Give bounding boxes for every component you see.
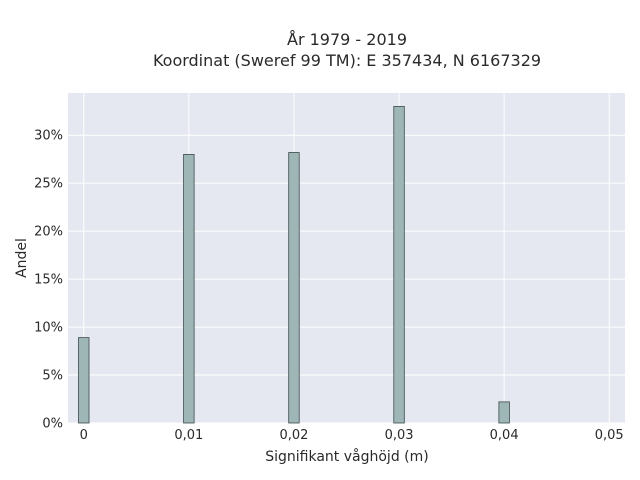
y-tick-label: 0%	[42, 417, 63, 432]
chart-subtitle: Koordinat (Sweref 99 TM): E 357434, N 61…	[153, 51, 541, 70]
y-tick-label: 30%	[34, 129, 63, 144]
histogram-bar	[393, 106, 405, 424]
x-tick-label: 0,02	[279, 428, 308, 443]
histogram-bar	[183, 153, 195, 424]
x-tick-label: 0,04	[490, 428, 519, 443]
y-tick-label: 20%	[34, 225, 63, 240]
y-axis-ticks: 0% 5% 10% 15% 20% 25% 30%	[34, 129, 63, 432]
y-tick-label: 25%	[34, 177, 63, 192]
histogram-bar	[498, 401, 510, 424]
x-tick-label: 0,05	[595, 428, 624, 443]
x-axis-label: Signifikant våghöjd (m)	[265, 448, 428, 465]
y-tick-label: 15%	[34, 273, 63, 288]
x-axis-ticks: 0 0,01 0,02 0,03 0,04 0,05	[80, 428, 624, 443]
histogram-bar	[288, 152, 300, 424]
y-tick-label: 10%	[34, 321, 63, 336]
y-axis-label: Andel	[14, 238, 30, 278]
x-tick-label: 0,03	[385, 428, 414, 443]
x-tick-label: 0	[80, 428, 88, 443]
x-tick-label: 0,01	[174, 428, 203, 443]
chart-title: År 1979 - 2019	[287, 30, 407, 49]
plot-area	[68, 93, 625, 423]
histogram-bar	[78, 337, 90, 424]
y-tick-label: 5%	[42, 369, 63, 384]
grid-lines	[68, 93, 625, 424]
bars	[78, 106, 510, 424]
